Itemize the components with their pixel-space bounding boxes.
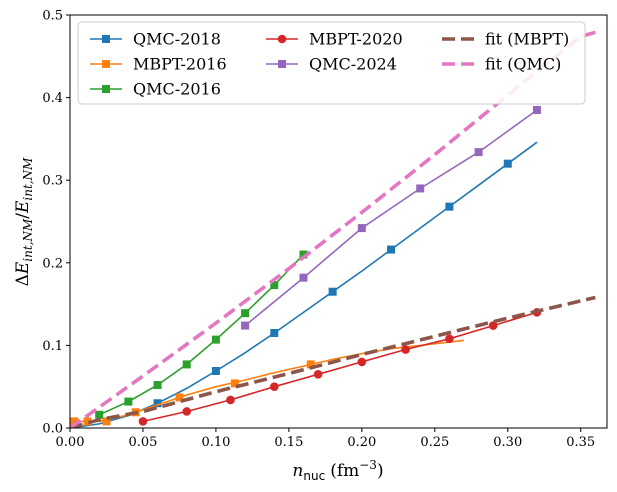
data-point: [313, 370, 323, 379]
data-point: [357, 224, 366, 233]
legend-marker: [278, 60, 286, 68]
legend-label: fit (QMC): [485, 55, 561, 74]
data-point: [299, 250, 308, 259]
x-tick-label: 0.15: [274, 435, 303, 450]
x-axis-title: nnuc (fm−3): [292, 458, 383, 483]
data-point: [270, 329, 279, 338]
y-axis-title-delta: Δ: [13, 274, 33, 286]
y-tick-label: 0.5: [42, 9, 63, 24]
series-mbpt-2020: [138, 308, 542, 426]
data-point: [182, 407, 192, 416]
x-tick-label: 0.25: [420, 435, 449, 450]
data-point: [138, 417, 148, 426]
legend: QMC-2018 MBPT-2016 QMC-2016 MBPT-2020 QMC-20…: [77, 21, 586, 105]
data-point: [182, 360, 191, 369]
y-axis-title-e2: E: [13, 200, 33, 214]
x-tick-label: 0.10: [201, 435, 230, 450]
legend-label: QMC-2024: [309, 55, 397, 74]
data-point: [445, 334, 454, 344]
data-point: [175, 393, 184, 402]
legend-marker: [277, 34, 287, 44]
data-point: [387, 245, 396, 254]
legend-item-qmc-2018: QMC-2018: [90, 30, 221, 49]
x-axis-ticks: 0.00 0.05 0.10 0.15 0.20 0.25 0.30 0.35: [56, 428, 595, 450]
data-point: [230, 379, 239, 388]
data-point: [328, 287, 337, 296]
legend-label: MBPT-2016: [133, 55, 227, 74]
data-point: [241, 309, 250, 318]
data-point: [83, 417, 92, 426]
data-point: [70, 417, 79, 426]
plot-frame: [69, 14, 608, 429]
data-point: [503, 159, 512, 168]
data-point: [241, 321, 250, 330]
y-axis-ticks: 0.0 0.1 0.2 0.3 0.4 0.5: [42, 9, 70, 437]
y-axis-title: ΔEint,NM/Eint,NM: [13, 157, 35, 287]
x-axis-title-main: n: [292, 461, 303, 481]
y-tick-label: 0.0: [42, 422, 63, 437]
y-tick-label: 0.4: [42, 91, 63, 106]
data-point: [416, 184, 425, 193]
data-point: [211, 335, 220, 344]
data-point: [474, 148, 483, 157]
legend-label: QMC-2016: [133, 80, 221, 99]
series-qmc-2016: [95, 250, 308, 419]
legend-item-qmc-2024: QMC-2024: [266, 55, 397, 74]
data-point: [299, 273, 308, 282]
data-point: [269, 382, 279, 392]
data-point: [270, 281, 279, 290]
legend-frame: [77, 21, 586, 105]
legend-item-mbpt-2016: MBPT-2016: [90, 55, 227, 74]
y-axis-title-sub2: int,NM: [21, 157, 35, 201]
y-axis-title-e1: E: [13, 261, 33, 275]
legend-item-mbpt-2020: MBPT-2020: [266, 30, 403, 49]
data-point: [401, 345, 410, 354]
data-point: [153, 381, 162, 390]
legend-label: MBPT-2020: [309, 30, 403, 49]
data-point: [306, 360, 315, 369]
y-axis-title-slash: /: [13, 213, 33, 219]
legend-marker: [102, 35, 110, 43]
legend-marker: [102, 85, 110, 93]
data-point: [124, 397, 133, 406]
series-qmc-2018: [70, 141, 538, 428]
series-line-mbpt-2020: [142, 311, 538, 423]
y-tick-label: 0.1: [42, 339, 63, 354]
series-line-qmc-2016: [98, 253, 305, 416]
data-point: [211, 367, 220, 376]
series-line-qmc-2018: [70, 141, 538, 428]
series-line-qmc-2024: [244, 109, 538, 327]
data-point: [445, 202, 454, 211]
y-axis-title-sub1: int,NM: [21, 218, 35, 262]
series-line-fit-mbpt: [70, 295, 596, 428]
data-point: [153, 399, 162, 408]
x-tick-label: 0.35: [566, 435, 595, 450]
data-point: [95, 410, 104, 419]
series-qmc-2024: [241, 105, 541, 330]
data-point: [488, 321, 498, 330]
legend-label: fit (MBPT): [485, 30, 569, 49]
y-tick-label: 0.2: [42, 256, 63, 271]
data-point: [357, 357, 367, 367]
x-tick-label: 0.30: [493, 435, 522, 450]
data-point: [102, 417, 111, 426]
x-axis-title-exp: −3: [359, 458, 377, 472]
data-point: [226, 395, 235, 405]
legend-item-fit-qmc: fit (QMC): [442, 55, 561, 74]
legend-marker: [102, 60, 110, 68]
x-tick-label: 0.05: [128, 435, 157, 450]
legend-label: QMC-2018: [133, 30, 221, 49]
y-tick-label: 0.3: [42, 174, 63, 189]
x-axis-title-sub: nuc: [303, 469, 325, 483]
series-fit-mbpt: [70, 295, 596, 428]
legend-item-qmc-2016: QMC-2016: [90, 80, 221, 99]
x-tick-label: 0.20: [347, 435, 376, 450]
legend-item-fit-mbpt: fit (MBPT): [442, 30, 569, 49]
data-point: [532, 105, 541, 114]
x-tick-label: 0.00: [56, 435, 85, 450]
x-axis-title-close: ): [377, 461, 384, 481]
x-axis-title-unit: (fm: [330, 461, 359, 481]
